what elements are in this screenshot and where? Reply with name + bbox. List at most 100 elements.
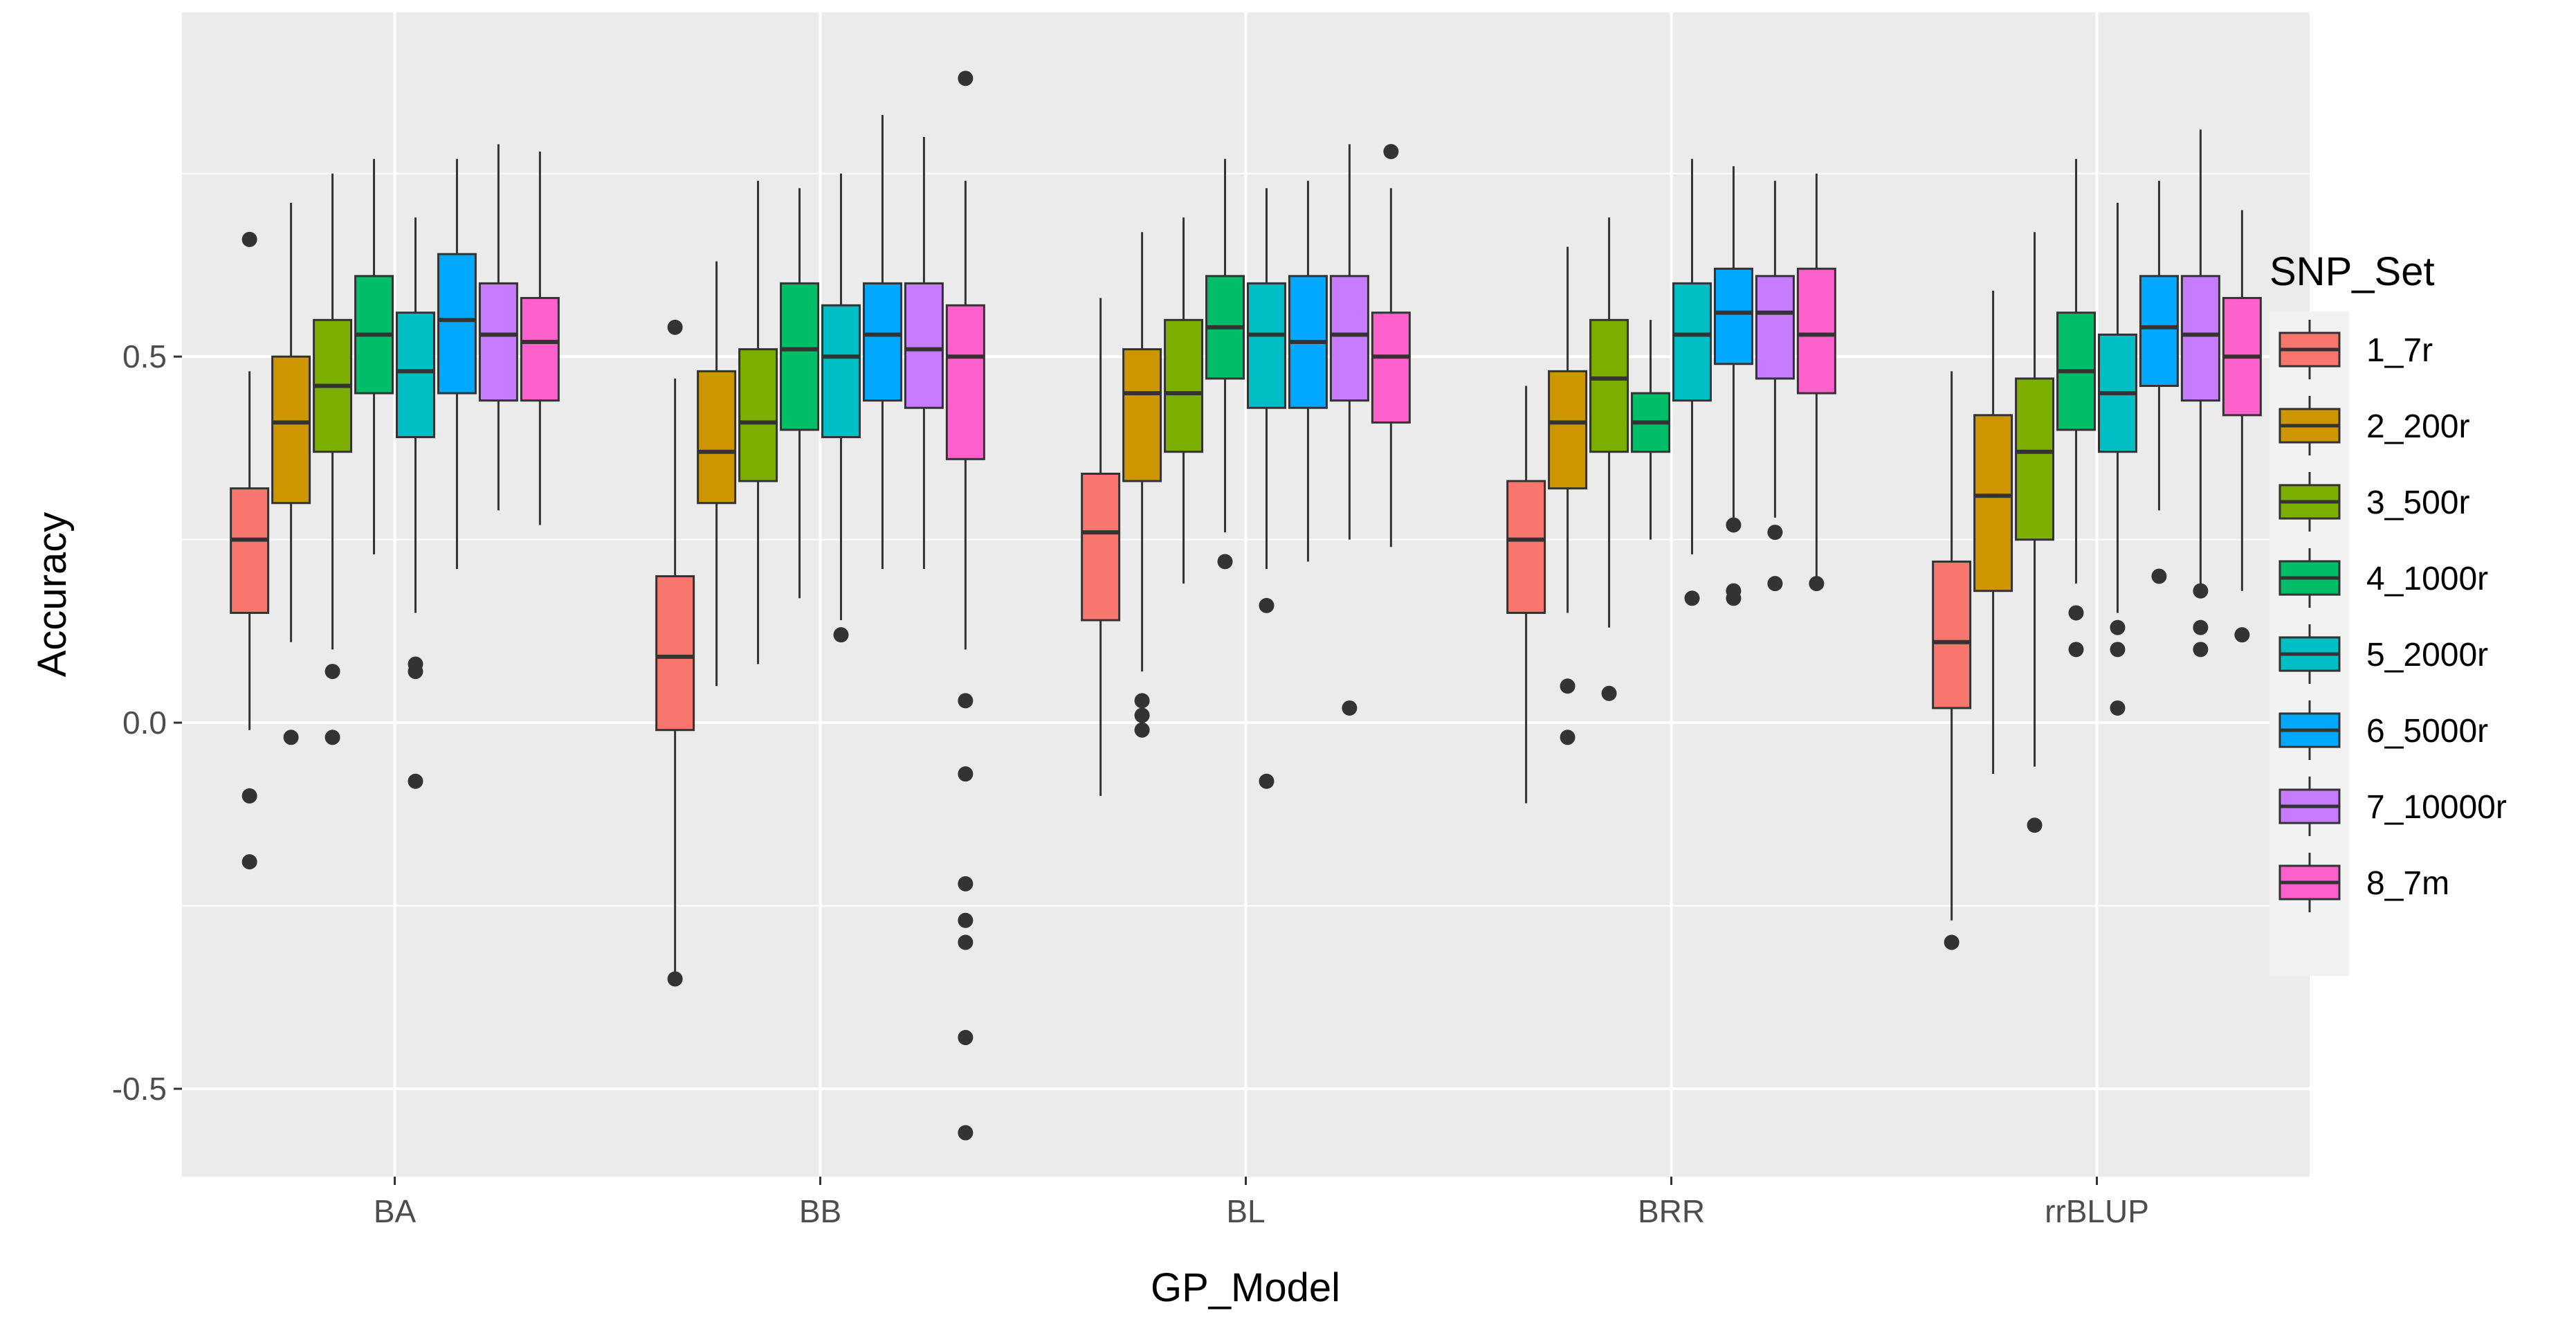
outlier-point <box>2110 700 2126 716</box>
box-iqr <box>780 282 820 431</box>
box-BL-1_7r <box>1081 298 1121 796</box>
x-axis-title: GP_Model <box>1151 1265 1340 1310</box>
legend-key-1_7r <box>2278 320 2341 379</box>
outlier-point <box>241 231 257 247</box>
outlier-point <box>1560 678 1575 694</box>
box-BRR-6_5000r <box>1713 166 1753 606</box>
box-layer <box>230 71 2262 1141</box>
legend-label: 7_10000r <box>2366 789 2507 826</box>
box-BB-3_500r <box>738 181 778 664</box>
legend-title: SNP_Set <box>2269 249 2435 294</box>
box-rrBLUP-1_7r <box>1932 371 1972 950</box>
outlier-point <box>1383 143 1399 159</box>
box-BL-7_10000r <box>1329 144 1369 716</box>
box-BA-7_10000r <box>478 144 518 511</box>
box-iqr <box>395 311 435 439</box>
box-BA-3_500r <box>313 173 353 745</box>
outlier-point <box>1134 693 1150 709</box>
legend-label: 3_500r <box>2366 485 2469 521</box>
box-iqr <box>945 304 985 460</box>
box-iqr <box>1755 275 1795 380</box>
box-iqr <box>437 253 477 395</box>
box-BB-7_10000r <box>904 136 944 569</box>
outlier-point <box>1726 590 1742 606</box>
box-BL-3_500r <box>1164 217 1204 584</box>
box-iqr <box>478 282 518 402</box>
box-BL-5_2000r <box>1246 188 1286 789</box>
box-iqr <box>271 355 311 505</box>
box-iqr <box>1932 560 1972 709</box>
outlier-point <box>958 693 974 709</box>
outlier-point <box>283 730 299 745</box>
box-BL-8_7m <box>1371 143 1411 547</box>
y-tick-label: 0.0 <box>122 705 167 741</box>
legend-label: 5_2000r <box>2366 637 2488 673</box>
legend-label: 6_5000r <box>2366 713 2488 750</box>
box-rrBLUP-8_7m <box>2222 210 2262 643</box>
legend-label: 2_200r <box>2366 408 2469 445</box>
box-iqr <box>520 297 560 402</box>
outlier-point <box>1134 707 1150 723</box>
legend-key-8_7m <box>2278 853 2341 912</box>
box-rrBLUP-2_200r <box>1973 290 2013 775</box>
x-tick-label: BL <box>1226 1193 1265 1229</box>
legend-label: 1_7r <box>2366 332 2433 369</box>
outlier-point <box>1944 934 1960 950</box>
x-tick-label: BRR <box>1638 1193 1705 1229</box>
box-iqr <box>1548 370 1588 490</box>
legend-key-3_500r <box>2278 472 2341 532</box>
outlier-point <box>1342 700 1358 716</box>
box-BA-6_5000r <box>437 159 477 569</box>
box-BL-6_5000r <box>1288 181 1328 562</box>
outlier-point <box>2110 642 2126 658</box>
box-BL-4_1000r <box>1205 159 1245 570</box>
outlier-point <box>667 319 683 335</box>
box-iqr <box>862 282 902 402</box>
box-iqr <box>1164 318 1204 453</box>
box-BRR-1_7r <box>1506 386 1546 804</box>
box-BB-4_1000r <box>780 188 820 599</box>
legend-key-5_2000r <box>2278 624 2341 684</box>
outlier-point <box>408 773 423 789</box>
outlier-point <box>408 664 423 680</box>
axes: -0.5 0.0 0.5 BA BB BL BRR rrBLUP <box>112 338 2149 1229</box>
box-iqr <box>697 370 737 505</box>
box-BRR-2_200r <box>1548 246 1588 745</box>
outlier-point <box>2193 583 2209 599</box>
box-iqr <box>1122 348 1162 482</box>
outlier-point <box>958 1030 974 1046</box>
outlier-point <box>2027 817 2043 833</box>
outlier-point <box>1134 722 1150 738</box>
outlier-point <box>958 1125 974 1141</box>
box-iqr <box>1973 414 2013 592</box>
box-iqr <box>1081 472 1121 622</box>
outlier-point <box>1560 730 1575 745</box>
box-iqr <box>1329 275 1369 402</box>
outlier-point <box>1259 597 1275 613</box>
box-BA-5_2000r <box>395 217 435 789</box>
outlier-point <box>2110 619 2126 635</box>
outlier-point <box>241 854 257 870</box>
x-tick-label: BB <box>799 1193 841 1229</box>
outlier-point <box>1726 517 1742 533</box>
outlier-point <box>2068 605 2084 621</box>
legend-key-6_5000r <box>2278 700 2341 760</box>
box-BB-2_200r <box>697 261 737 687</box>
x-tick-label: BA <box>374 1193 417 1229</box>
box-BB-6_5000r <box>862 115 902 569</box>
box-iqr <box>904 282 944 409</box>
box-iqr <box>230 487 270 614</box>
box-BRR-5_2000r <box>1672 159 1712 606</box>
box-iqr <box>1246 282 1286 409</box>
box-BRR-4_1000r <box>1631 320 1671 540</box>
box-iqr <box>2139 275 2179 388</box>
outlier-point <box>1767 576 1783 592</box>
outlier-point <box>833 627 849 643</box>
box-iqr <box>1371 311 1411 424</box>
y-tick-label: -0.5 <box>112 1071 167 1107</box>
box-iqr <box>1589 318 1629 453</box>
box-rrBLUP-3_500r <box>2015 232 2055 833</box>
outlier-point <box>2151 568 2167 584</box>
box-BB-8_7m <box>945 71 985 1141</box>
